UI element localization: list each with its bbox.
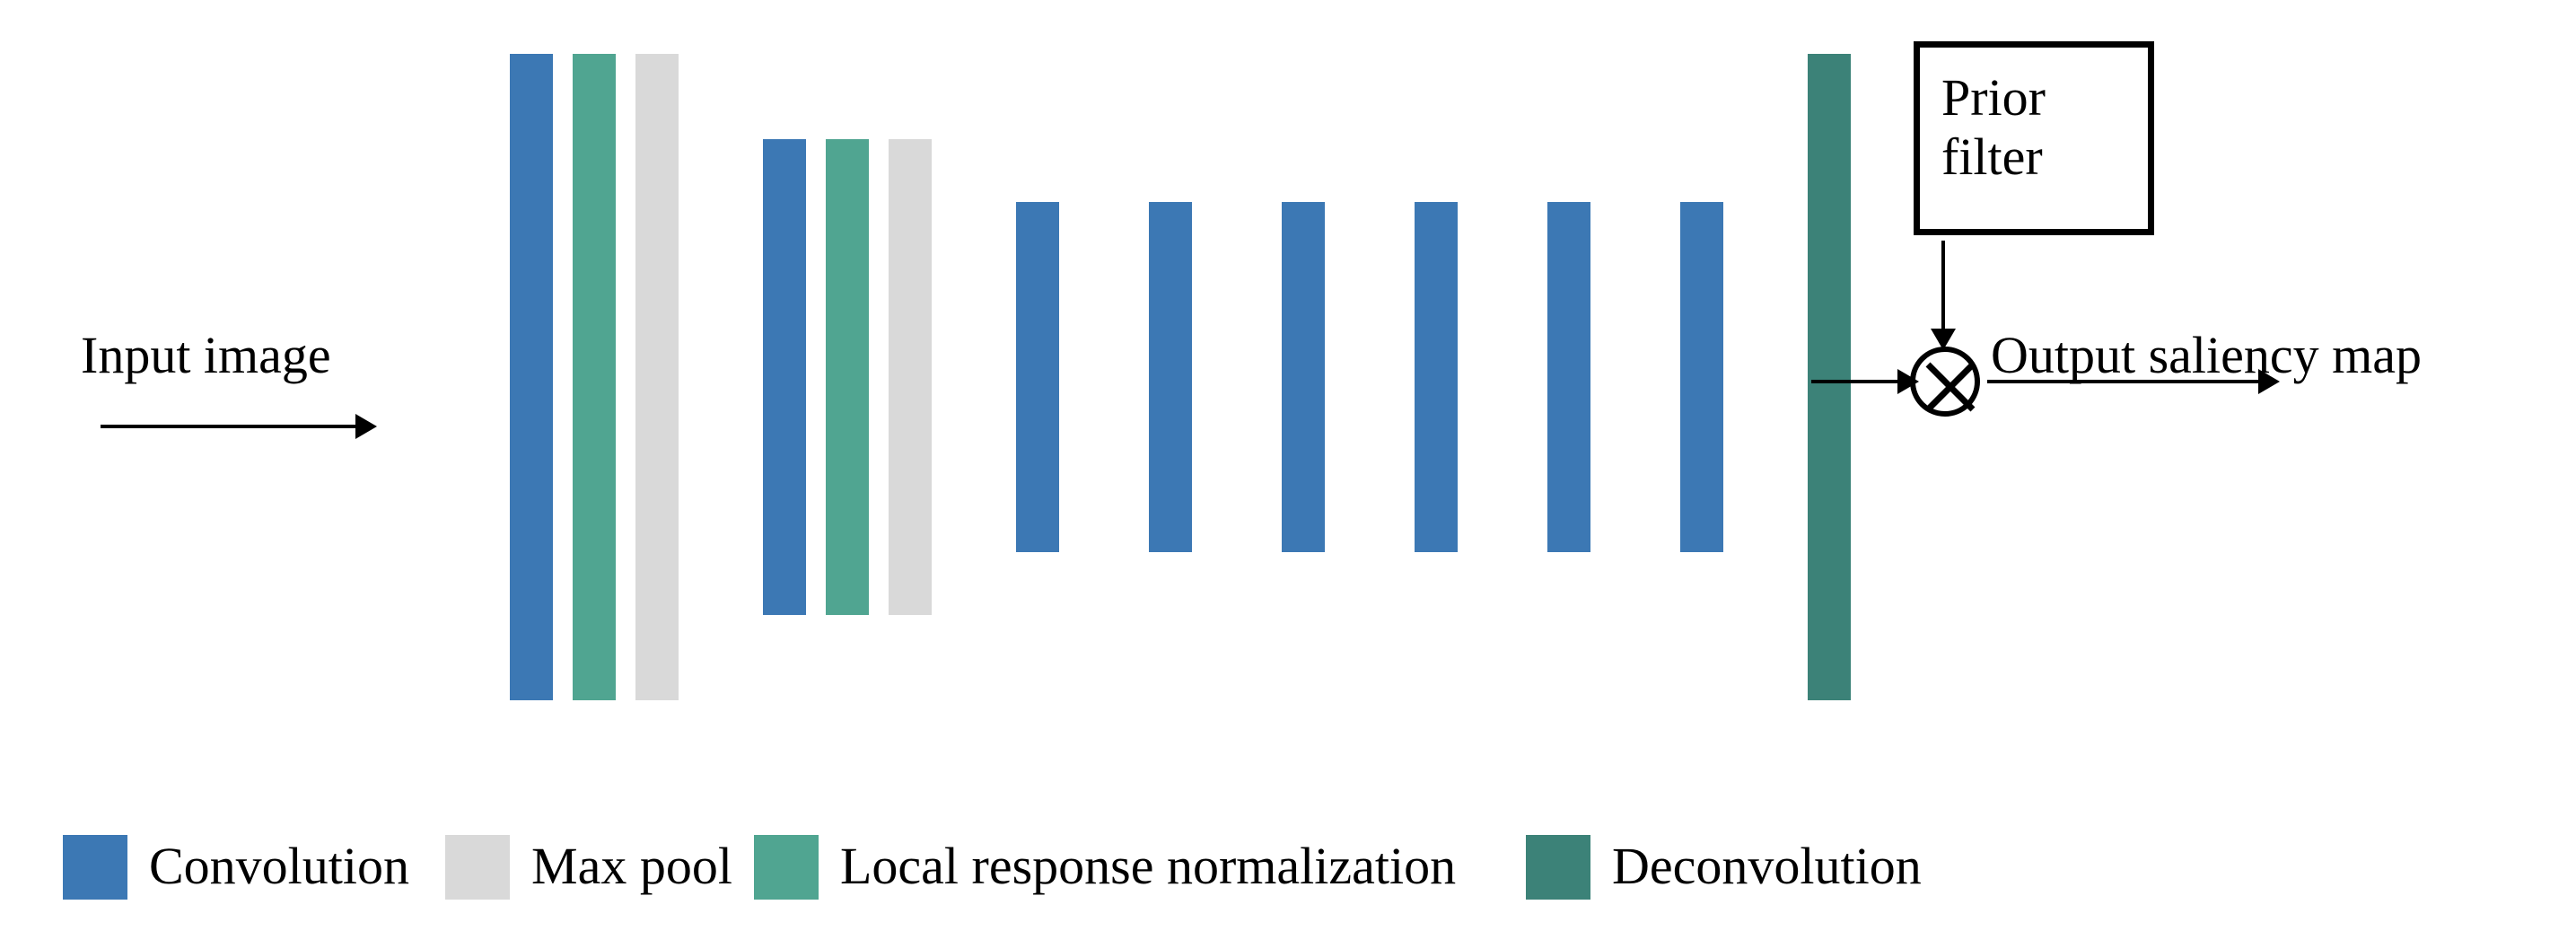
input-arrow-head (355, 414, 377, 439)
legend-swatch-1 (445, 835, 510, 900)
input-label: Input image (81, 325, 331, 385)
layer-1-lrn (826, 139, 869, 615)
layer-1-convolution (763, 139, 806, 615)
output-label: Output saliency map (1991, 325, 2422, 385)
legend-label-2: Local response normalization (840, 836, 1456, 896)
layer-0-convolution (510, 54, 553, 700)
legend-label-3: Deconvolution (1612, 836, 1922, 896)
layer-0-lrn (573, 54, 616, 700)
input-arrow (101, 425, 359, 428)
layer-0-maxpool (635, 54, 679, 700)
layer-1-maxpool (889, 139, 932, 615)
layer-4-convolution (1282, 202, 1325, 552)
legend-label-0: Convolution (149, 836, 409, 896)
legend-swatch-0 (63, 835, 127, 900)
layer-2-convolution (1016, 202, 1059, 552)
legend-swatch-3 (1526, 835, 1590, 900)
prior-down-arrow (1941, 241, 1945, 332)
legend-label-1: Max pool (531, 836, 732, 896)
multiply-node (1910, 347, 1980, 417)
layer-6-convolution (1547, 202, 1590, 552)
prior-filter-label-2: filter (1941, 127, 2043, 187)
prior-filter-box: Prior filter (1914, 41, 2154, 235)
layer-5-convolution (1415, 202, 1458, 552)
layer-8-deconvolution (1808, 54, 1851, 700)
layer-3-convolution (1149, 202, 1192, 552)
prior-filter-label-1: Prior (1941, 67, 2046, 127)
to-multiply-arrow (1811, 380, 1901, 383)
legend-swatch-2 (754, 835, 819, 900)
layer-7-convolution (1680, 202, 1723, 552)
